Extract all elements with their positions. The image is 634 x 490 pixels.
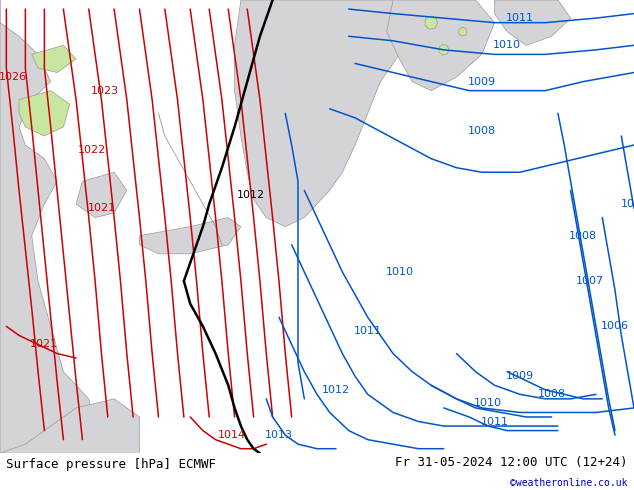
Text: 1026: 1026 bbox=[0, 72, 27, 82]
Polygon shape bbox=[235, 0, 412, 226]
Polygon shape bbox=[387, 0, 495, 91]
Text: 1012: 1012 bbox=[322, 385, 350, 395]
Text: 1014: 1014 bbox=[217, 430, 245, 440]
Text: 1011: 1011 bbox=[354, 326, 382, 336]
Text: 1007: 1007 bbox=[576, 276, 604, 286]
Polygon shape bbox=[0, 0, 95, 453]
Text: 1011: 1011 bbox=[506, 13, 534, 23]
Text: 1009: 1009 bbox=[468, 76, 496, 87]
Text: 1012: 1012 bbox=[236, 190, 264, 200]
Text: Fr 31-05-2024 12:00 UTC (12+24): Fr 31-05-2024 12:00 UTC (12+24) bbox=[395, 456, 628, 469]
Polygon shape bbox=[459, 27, 467, 36]
Text: 100: 100 bbox=[620, 199, 634, 209]
Polygon shape bbox=[425, 16, 437, 29]
Text: 1010: 1010 bbox=[493, 40, 521, 50]
Text: 1022: 1022 bbox=[78, 145, 106, 154]
Text: 1010: 1010 bbox=[474, 398, 502, 408]
Text: 1008: 1008 bbox=[468, 126, 496, 136]
Text: 1008: 1008 bbox=[569, 231, 597, 241]
Text: 1021: 1021 bbox=[30, 340, 58, 349]
Text: 1006: 1006 bbox=[601, 321, 629, 331]
Polygon shape bbox=[0, 399, 139, 453]
Polygon shape bbox=[19, 91, 70, 136]
Text: ©weatheronline.co.uk: ©weatheronline.co.uk bbox=[510, 478, 628, 489]
Text: 1009: 1009 bbox=[506, 371, 534, 381]
Text: 1013: 1013 bbox=[265, 430, 293, 440]
Text: 1021: 1021 bbox=[87, 203, 115, 214]
Text: 1008: 1008 bbox=[538, 390, 566, 399]
Polygon shape bbox=[495, 0, 571, 46]
Text: 1010: 1010 bbox=[385, 267, 413, 277]
Polygon shape bbox=[76, 172, 127, 218]
Text: 1011: 1011 bbox=[481, 416, 508, 426]
Polygon shape bbox=[439, 45, 449, 55]
Text: Surface pressure [hPa] ECMWF: Surface pressure [hPa] ECMWF bbox=[6, 458, 216, 471]
Polygon shape bbox=[139, 218, 241, 254]
Polygon shape bbox=[32, 46, 76, 73]
Text: 1023: 1023 bbox=[91, 86, 119, 96]
